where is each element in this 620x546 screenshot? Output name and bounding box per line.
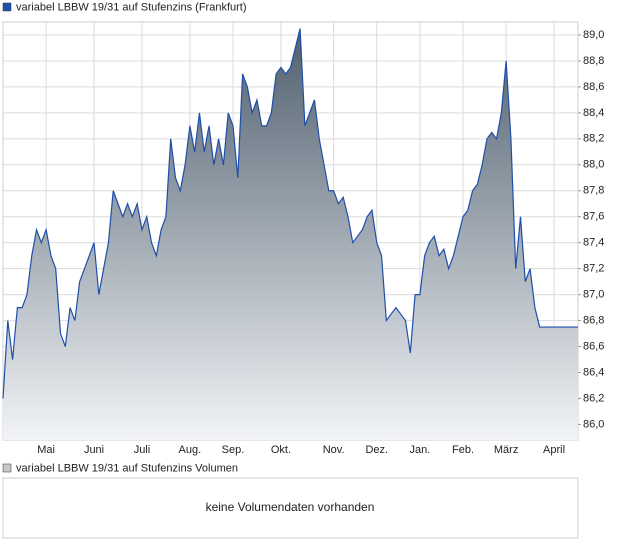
y-tick-label: 86,8 — [583, 314, 604, 326]
y-tick-label: 88,6 — [583, 81, 604, 93]
x-tick-label: Juli — [134, 444, 151, 456]
y-tick-label: 86,0 — [583, 418, 604, 430]
y-tick-label: 87,4 — [583, 237, 604, 249]
volume-message: keine Volumendaten vorhanden — [206, 500, 375, 514]
plot — [2, 28, 578, 441]
volume-panel — [2, 477, 579, 539]
x-tick-label: Dez. — [365, 444, 388, 456]
x-tick-label: März — [494, 444, 518, 456]
x-tick-label: Jan. — [409, 444, 430, 456]
x-tick-label: Feb. — [452, 444, 474, 456]
line — [2, 28, 578, 399]
legend-label: variabel LBBW 19/31 auf Stufenzins (Fran… — [16, 1, 247, 13]
y-tick-label: 88,2 — [583, 133, 604, 145]
y-tick-label: 88,0 — [583, 159, 604, 171]
x-tick-label: April — [543, 444, 565, 456]
area — [3, 28, 578, 441]
y-tick-label: 86,4 — [583, 366, 604, 378]
x-tick-label: Juni — [84, 444, 104, 456]
y-tick-label: 88,8 — [583, 55, 604, 67]
y-tick-label: 87,6 — [583, 211, 604, 223]
y-tick-label: 86,6 — [583, 340, 604, 352]
x-tick-label: Aug. — [179, 444, 202, 456]
y-tick-label: 89,0 — [583, 29, 604, 41]
x-tick-label: Mai — [37, 444, 55, 456]
legend-swatch — [2, 463, 12, 473]
y-tick-label: 87,2 — [583, 263, 604, 275]
y-tick-label: 86,2 — [583, 392, 604, 404]
legend-swatch — [2, 2, 12, 12]
volume-legend: variabel LBBW 19/31 auf Stufenzins Volum… — [16, 462, 238, 474]
x-tick-label: Nov. — [323, 444, 345, 456]
y-tick-label: 88,4 — [583, 107, 604, 119]
x-tick-label: Sep. — [222, 444, 245, 456]
x-tick-label: Okt. — [271, 444, 291, 456]
y-tick-label: 87,8 — [583, 185, 604, 197]
y-tick-label: 87,0 — [583, 289, 604, 301]
